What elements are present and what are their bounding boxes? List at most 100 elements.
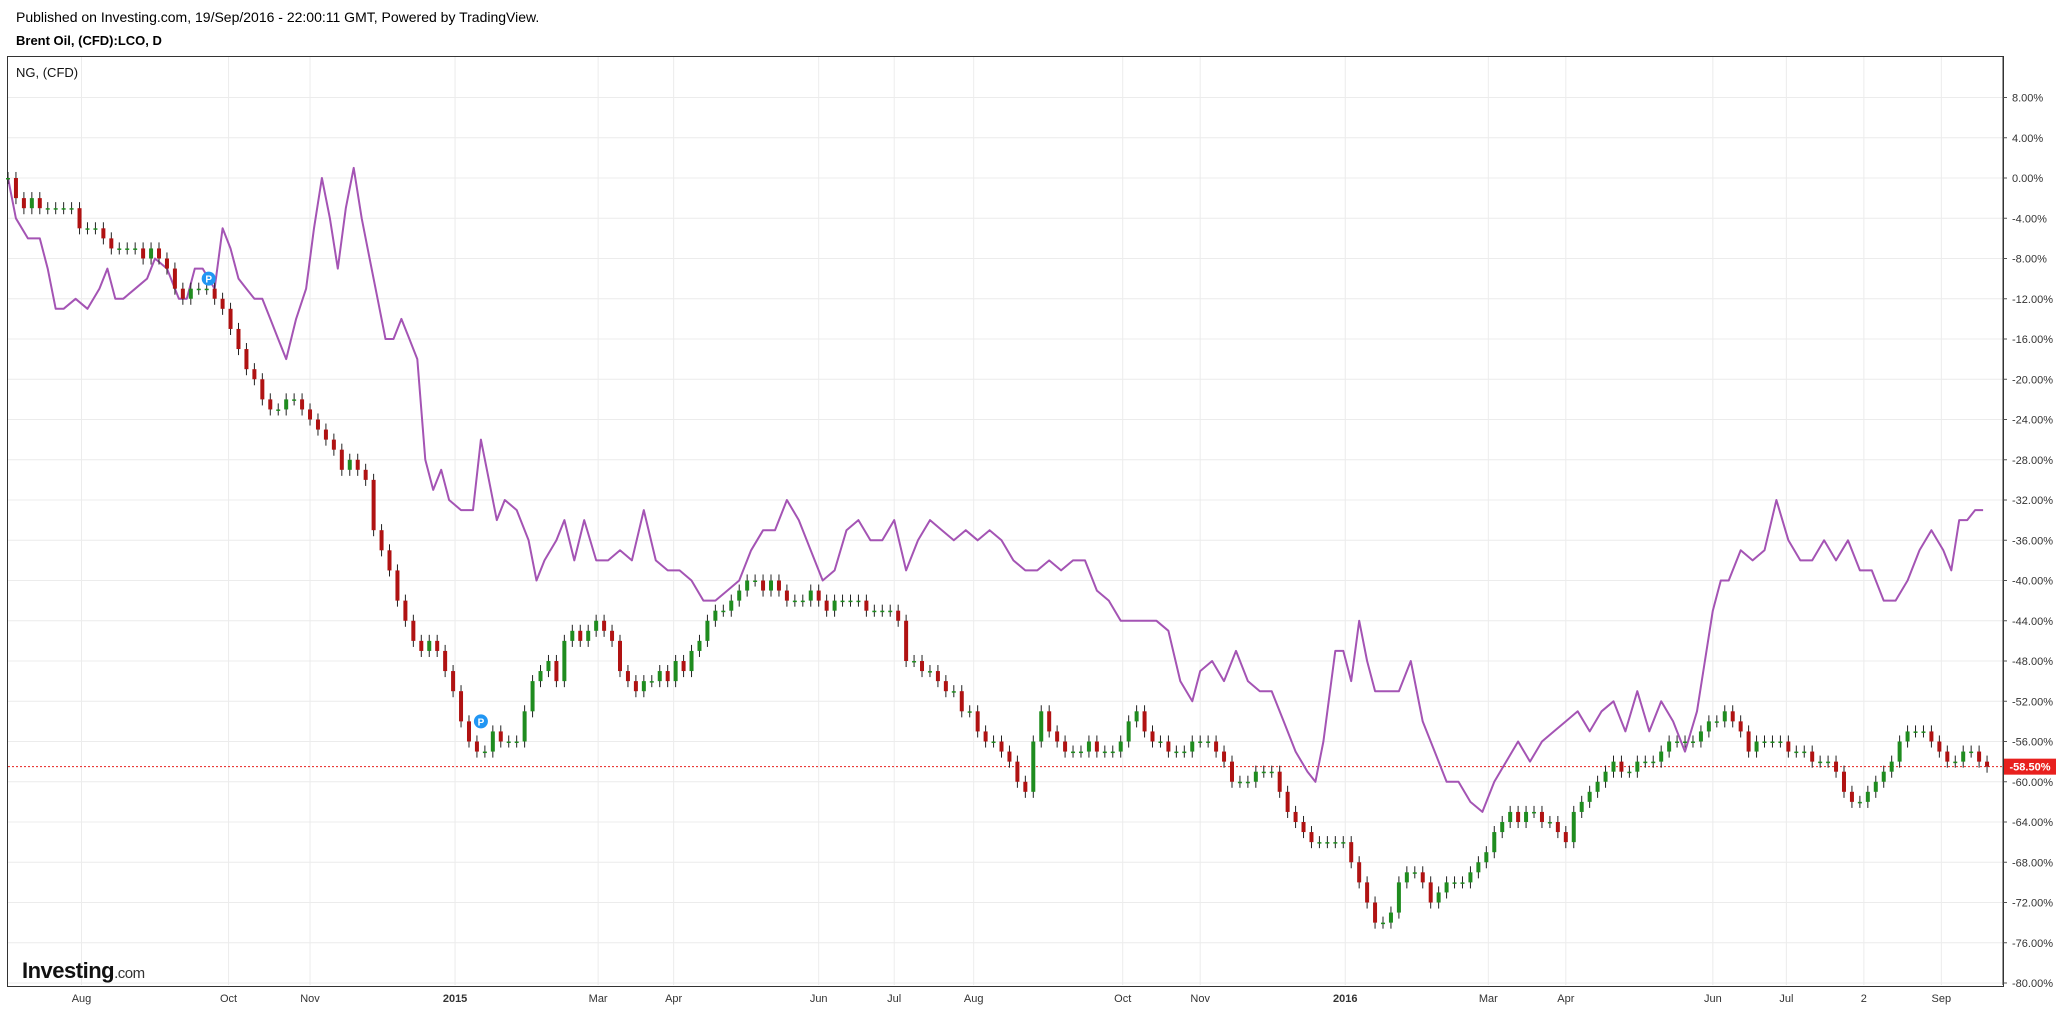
candle-body (872, 610, 877, 613)
candle-body (212, 288, 217, 299)
candle-body (1969, 751, 1974, 754)
candle-body (1667, 741, 1672, 752)
candle-body (339, 449, 344, 470)
y-tick-label: -28.00% (2012, 455, 2053, 467)
candle-body (1706, 721, 1711, 732)
candle-body (355, 459, 360, 470)
candle-body (1222, 751, 1227, 762)
candle-body (1881, 771, 1886, 782)
candle-body (308, 409, 313, 420)
y-tick-label: -72.00% (2012, 898, 2053, 910)
candle-body (530, 681, 535, 712)
candle-body (1587, 791, 1592, 802)
candle-body (1071, 751, 1076, 754)
candle-body (466, 721, 471, 742)
candle-body (1277, 771, 1282, 792)
y-tick-label: 0.00% (2012, 173, 2043, 185)
candle-body (975, 711, 980, 732)
candle-body (331, 439, 336, 450)
candle-body (13, 178, 18, 199)
candle-body (983, 731, 988, 742)
candle-body (1039, 711, 1044, 742)
candle-body (29, 198, 34, 209)
candle-body (411, 620, 416, 641)
candle-body (268, 399, 273, 410)
candle-body (1349, 842, 1354, 863)
candle-body (1293, 811, 1298, 822)
candle-body (1031, 741, 1036, 792)
candle-body (1237, 781, 1242, 784)
candle-body (1714, 721, 1719, 723)
y-tick-label: -32.00% (2012, 495, 2053, 507)
y-tick-label: 8.00% (2012, 93, 2043, 105)
candle-body (625, 671, 630, 682)
candle-body (1945, 751, 1950, 762)
event-marker (473, 714, 488, 729)
candle-body (1547, 822, 1552, 824)
candle-body (451, 671, 456, 692)
candle-body (776, 580, 781, 591)
x-tick-label: Oct (1114, 993, 1131, 1005)
candle-body (1357, 862, 1362, 883)
candle-body (1675, 741, 1680, 743)
candle-body (1762, 741, 1767, 743)
candle-body (792, 600, 797, 603)
candle-body (292, 399, 297, 401)
candle-body (1539, 811, 1544, 822)
candle-body (1047, 711, 1052, 732)
candle-body (1516, 811, 1521, 822)
candle-body (77, 208, 82, 229)
candle-body (856, 600, 861, 603)
candle-body (1118, 741, 1123, 752)
candle-body (1142, 711, 1147, 732)
y-tick-label: -8.00% (2012, 254, 2047, 266)
y-tick-label: -68.00% (2012, 857, 2053, 869)
candle-body (1802, 751, 1807, 754)
candle-body (435, 640, 440, 651)
candle-body (347, 459, 352, 470)
y-tick-label: -60.00% (2012, 777, 2053, 789)
candle-body (1500, 822, 1505, 833)
candle-body (824, 600, 829, 611)
candle-body (761, 580, 766, 591)
current-value-label: -58.50% (2010, 762, 2051, 774)
candle-body (1452, 882, 1457, 884)
candle-body (1754, 741, 1759, 752)
y-tick-label: -16.00% (2012, 334, 2053, 346)
candle-body (21, 198, 26, 209)
candle-body (1977, 751, 1982, 762)
candle-body (1460, 882, 1465, 884)
candle-body (1365, 882, 1370, 903)
candle-body (1253, 771, 1258, 782)
candle-body (1722, 711, 1727, 722)
y-tick-label: -24.00% (2012, 415, 2053, 427)
candle-body (880, 610, 885, 613)
candle-body (1484, 852, 1489, 863)
candle-body (1301, 822, 1306, 833)
candle-body (546, 661, 551, 672)
candle-body (1182, 751, 1187, 754)
candle-body (935, 671, 940, 682)
candle-body (602, 620, 607, 631)
candle-body (220, 298, 225, 309)
candle-body (570, 630, 575, 641)
candle-body (554, 661, 559, 682)
candle-body (498, 731, 503, 742)
candle-body (1381, 922, 1386, 925)
candle-body (482, 751, 487, 754)
y-tick-label: -64.00% (2012, 817, 2053, 829)
candle-body (1206, 741, 1211, 743)
candle-body (1619, 761, 1624, 772)
candle-body (816, 590, 821, 601)
y-tick-label: -40.00% (2012, 576, 2053, 588)
x-tick-label: Nov (1190, 993, 1210, 1005)
candle-body (1110, 751, 1115, 754)
candle-body (252, 369, 257, 380)
candle-body (1849, 791, 1854, 802)
candle-body (1810, 751, 1815, 762)
candle-body (157, 248, 162, 259)
candle-body (904, 620, 909, 661)
candle-body (1023, 781, 1028, 792)
candle-body (784, 590, 789, 601)
